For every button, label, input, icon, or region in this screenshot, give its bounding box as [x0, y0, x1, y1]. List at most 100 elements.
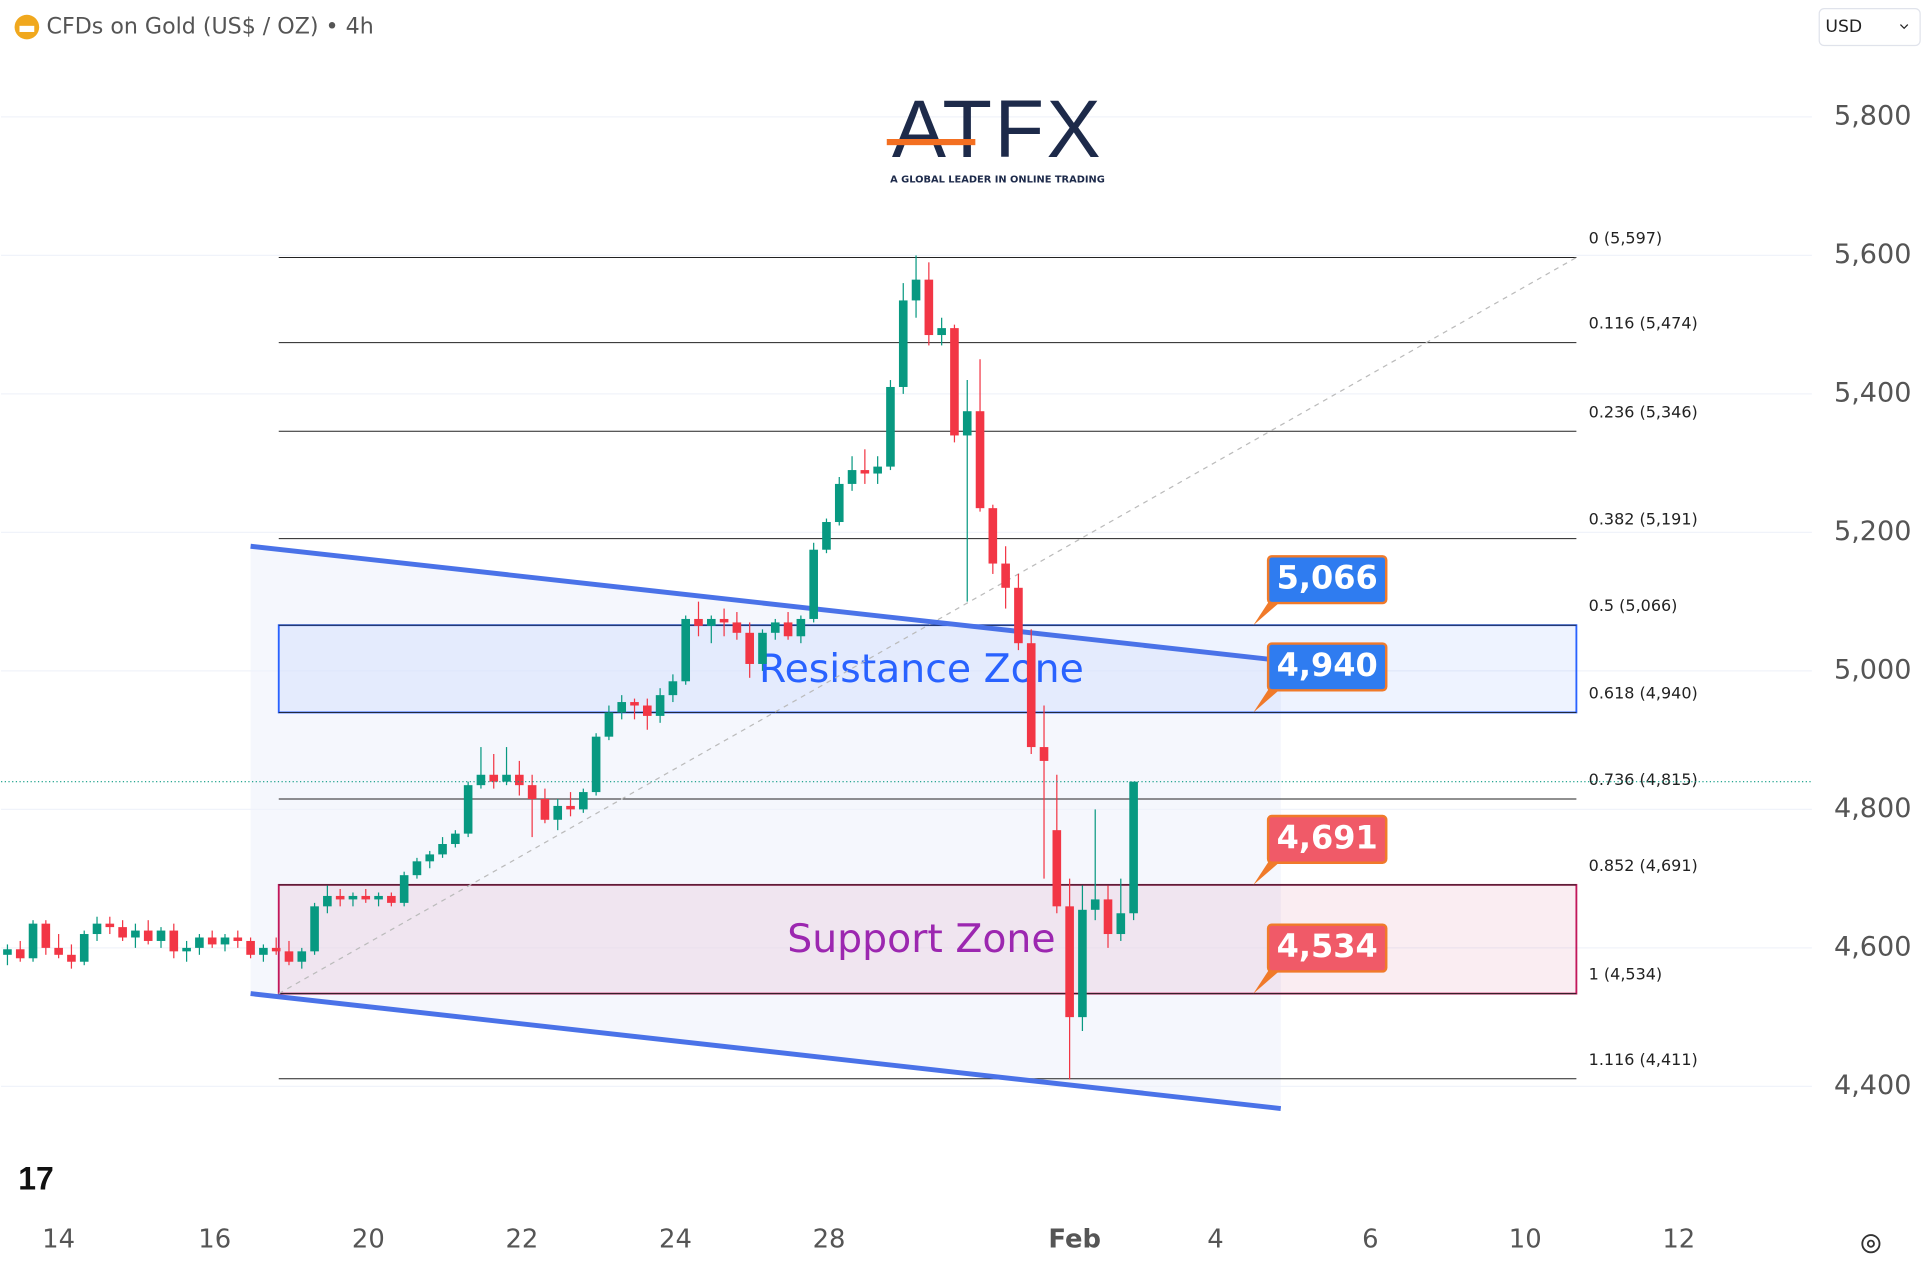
candle-body — [783, 622, 793, 637]
price-tag — [1266, 923, 1388, 973]
candle-body — [1103, 899, 1113, 935]
candle-body — [220, 937, 230, 945]
candle-body — [822, 522, 831, 550]
candle-body — [131, 930, 140, 938]
y-tick-label: 4,600 — [1834, 931, 1911, 962]
candle-body — [361, 895, 371, 900]
currency-label[interactable]: USD — [1825, 17, 1862, 37]
candle-body — [169, 930, 179, 952]
candle-body — [233, 937, 243, 941]
candle-body — [438, 844, 447, 855]
candle-body — [374, 895, 383, 900]
currency-button[interactable] — [1818, 7, 1921, 47]
fib-label: 1.116 (4,411) — [1589, 1050, 1698, 1069]
candle-body — [92, 923, 102, 935]
price-tag — [1266, 814, 1388, 864]
x-tick-label: 10 — [1509, 1225, 1542, 1255]
candle-body — [962, 411, 972, 436]
symbol-title: CFDs on Gold (US$ / OZ) • 4h — [47, 14, 374, 40]
candle-body — [604, 712, 614, 737]
candle-body — [1116, 913, 1126, 935]
candle-body — [1090, 899, 1100, 910]
candle-body — [515, 774, 524, 786]
candle-body — [1129, 781, 1138, 914]
price-tag-label: 5,066 — [1277, 559, 1378, 597]
candle-body — [15, 949, 25, 959]
currency-caret — [1899, 24, 1909, 30]
candle-body — [1039, 747, 1049, 761]
y-tick-label: 5,400 — [1834, 377, 1911, 408]
candle-body — [502, 774, 511, 782]
y-tick-label: 5,800 — [1834, 100, 1911, 131]
candle-body — [834, 483, 844, 523]
symbol-icon-bar — [19, 25, 35, 32]
x-tick-label: 14 — [42, 1225, 75, 1255]
candle-body — [1014, 587, 1023, 644]
candle-body — [886, 386, 895, 467]
candle-body — [553, 805, 563, 820]
logo-tagline: A GLOBAL LEADER IN ONLINE TRADING — [890, 175, 1105, 186]
candle-body — [41, 923, 51, 948]
candle-body — [796, 618, 806, 637]
price-tag-label: 4,940 — [1277, 646, 1378, 684]
candle-body — [950, 328, 959, 436]
candle-body — [668, 681, 678, 696]
fib-label: 0.5 (5,066) — [1589, 596, 1678, 615]
y-tick-label: 4,800 — [1834, 793, 1911, 824]
x-tick-label: Feb — [1048, 1225, 1101, 1255]
x-tick-label: 6 — [1362, 1225, 1378, 1255]
candle-body — [412, 861, 422, 876]
candle-body — [451, 833, 460, 845]
candle-body — [156, 930, 166, 941]
candle-body — [694, 618, 703, 626]
fib-label: 0.852 (4,691) — [1589, 856, 1698, 875]
settings-icon[interactable] — [1861, 1234, 1881, 1254]
candle-body — [1078, 909, 1087, 1018]
candle-body — [118, 927, 127, 938]
plot: 4,400 4,600 4,800 5,000 5,200 5,400 5,600 5,800… — [1, 100, 1911, 1255]
price-tag — [1266, 642, 1388, 692]
candle-body — [617, 702, 627, 713]
y-tick-label: 5,000 — [1834, 654, 1911, 685]
fib-label: 0.116 (5,474) — [1589, 314, 1698, 333]
candle-body — [1052, 830, 1062, 907]
candle-body — [297, 951, 307, 962]
candle-body — [284, 951, 294, 962]
x-tick-label: 4 — [1207, 1225, 1223, 1255]
candle-body — [681, 618, 691, 682]
candle-body — [579, 792, 588, 810]
x-tick-label: 16 — [198, 1225, 231, 1255]
candle-body — [847, 470, 857, 484]
candle-body — [745, 632, 754, 664]
candle-body — [323, 895, 332, 907]
candle-body — [924, 279, 934, 336]
candle-body — [975, 411, 985, 509]
candle-body — [348, 895, 358, 900]
x-tick-label: 24 — [659, 1225, 692, 1255]
fib-label: 0.618 (4,940) — [1589, 683, 1698, 702]
candle-body — [706, 618, 716, 626]
candle-body — [1026, 643, 1036, 748]
x-tick-label: 22 — [505, 1225, 538, 1255]
candle-body — [143, 930, 153, 941]
candle-body — [259, 947, 268, 955]
logo-accent — [886, 139, 976, 146]
trendline — [250, 991, 1282, 1111]
candle-body — [809, 549, 818, 619]
candle-body — [527, 785, 537, 800]
x-tick-label: 12 — [1662, 1225, 1695, 1255]
candle-body — [105, 923, 115, 928]
candle-body — [898, 300, 908, 387]
zone-label: Support Zone — [787, 916, 1055, 962]
tv-logo: 17 — [18, 1160, 54, 1196]
candle-body — [1065, 906, 1074, 1018]
candle-body — [28, 923, 38, 959]
candle-body — [463, 785, 473, 834]
candle-body — [476, 774, 486, 786]
candle-body — [1001, 563, 1010, 588]
fib-label: 0.382 (5,191) — [1589, 510, 1698, 529]
candle-body — [732, 622, 742, 633]
price-tag-label: 4,691 — [1277, 818, 1378, 856]
fib-trend — [278, 256, 1577, 995]
